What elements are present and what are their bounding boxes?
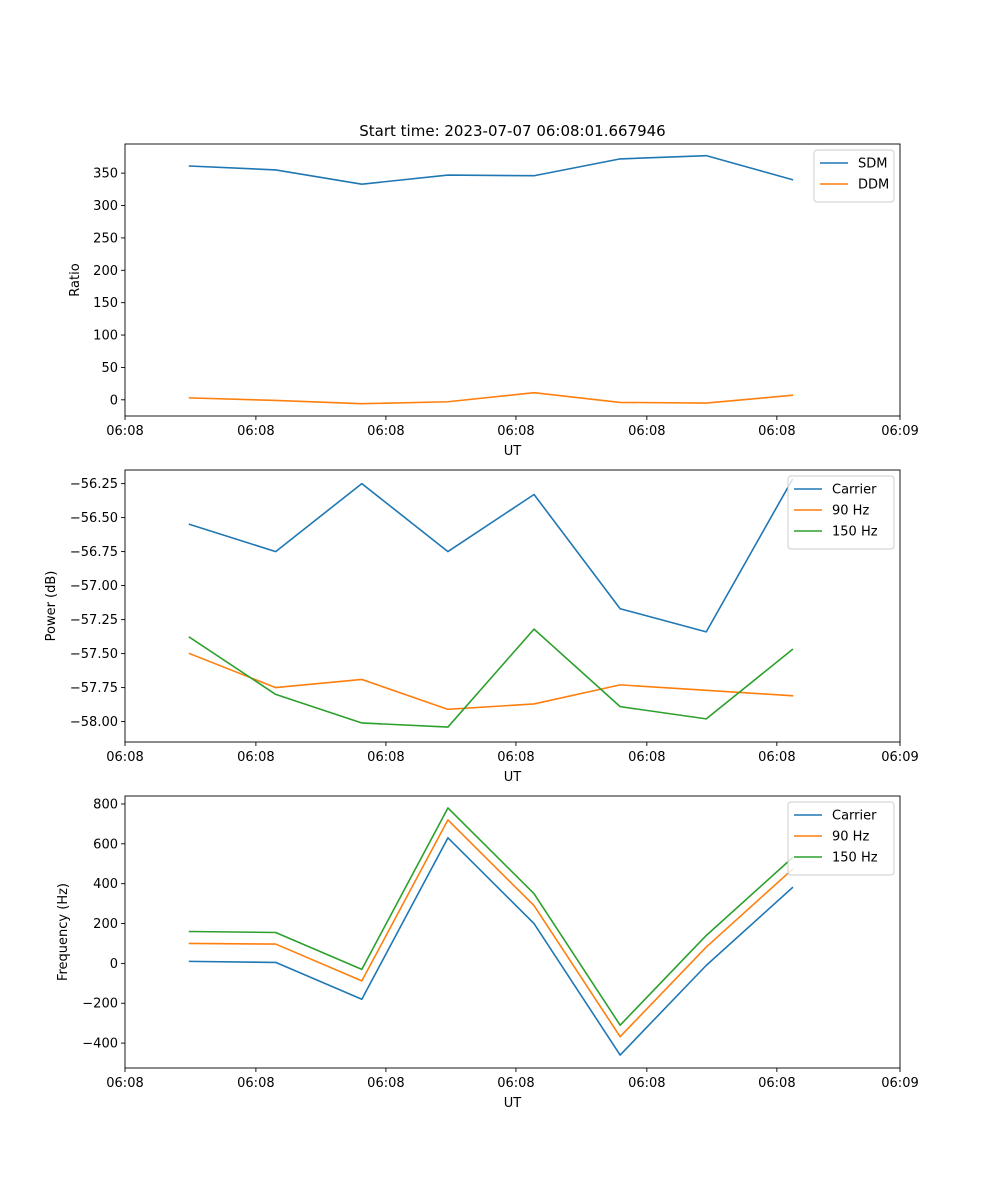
x-tick-label: 06:08 bbox=[758, 1076, 795, 1091]
y-tick-label: −56.50 bbox=[70, 511, 118, 526]
legend-label: 150 Hz bbox=[832, 525, 878, 540]
y-tick-label: 800 bbox=[93, 797, 118, 812]
x-tick-label: 06:09 bbox=[881, 750, 918, 765]
x-tick-label: 06:08 bbox=[758, 750, 795, 765]
series-line-ddm bbox=[188, 391, 794, 405]
series-line-sdm bbox=[188, 154, 794, 185]
x-tick-label: 06:08 bbox=[497, 1076, 534, 1091]
x-tick-label: 06:08 bbox=[367, 750, 404, 765]
x-tick-label: 06:08 bbox=[237, 1076, 274, 1091]
series-line-150-hz bbox=[188, 807, 794, 1026]
series-line-90-hz bbox=[188, 819, 794, 1038]
y-tick-label: −56.25 bbox=[70, 477, 118, 492]
x-tick-label: 06:08 bbox=[497, 750, 534, 765]
x-axis-label: UT bbox=[504, 1096, 522, 1111]
y-tick-label: 600 bbox=[93, 837, 118, 852]
y-axis-label: Ratio bbox=[68, 263, 83, 296]
x-tick-label: 06:09 bbox=[881, 1076, 918, 1091]
legend-label: 150 Hz bbox=[832, 851, 878, 866]
y-tick-label: −58.00 bbox=[70, 715, 118, 730]
y-tick-label: −400 bbox=[82, 1037, 118, 1052]
legend: Carrier 90 Hz 150 Hz bbox=[787, 801, 895, 876]
chart-power: 06:08 06:08 06:08 06:08 06:08 06:08 06:09 −58.0… bbox=[44, 469, 919, 785]
chart-title: Start time: 2023-07-07 06:08:01.667946 bbox=[359, 122, 665, 140]
x-tick-label: 06:08 bbox=[106, 1076, 143, 1091]
x-tick-label: 06:08 bbox=[628, 1076, 665, 1091]
y-tick-label: 300 bbox=[93, 199, 118, 214]
legend-label: 90 Hz bbox=[832, 504, 869, 519]
plot-frame bbox=[124, 143, 901, 417]
x-axis-label: UT bbox=[504, 770, 522, 785]
legend-label: Carrier bbox=[832, 483, 877, 498]
y-axis-label: Power (dB) bbox=[44, 571, 59, 642]
legend: Carrier 90 Hz 150 Hz bbox=[787, 475, 895, 550]
y-tick-label: 200 bbox=[93, 264, 118, 279]
y-tick-label: 150 bbox=[93, 296, 118, 311]
x-axis-label: UT bbox=[504, 444, 522, 459]
y-tick-label: −57.50 bbox=[70, 647, 118, 662]
y-tick-label: 250 bbox=[93, 231, 118, 246]
legend-label: SDM bbox=[858, 157, 887, 172]
chart-frequency: 06:08 06:08 06:08 06:08 06:08 06:08 06:09 −400 −… bbox=[56, 795, 919, 1111]
y-tick-label: 0 bbox=[110, 393, 118, 408]
series-line-carrier bbox=[188, 478, 794, 633]
legend-label: DDM bbox=[858, 178, 889, 193]
legend: SDM DDM bbox=[813, 149, 895, 203]
x-tick-label: 06:08 bbox=[367, 424, 404, 439]
y-tick-label: 0 bbox=[110, 957, 118, 972]
y-tick-label: 100 bbox=[93, 329, 118, 344]
x-tick-label: 06:08 bbox=[367, 1076, 404, 1091]
plot-frame bbox=[124, 795, 901, 1069]
y-tick-label: 350 bbox=[93, 167, 118, 182]
y-tick-label: 50 bbox=[101, 361, 118, 376]
y-tick-label: 200 bbox=[93, 917, 118, 932]
series-line-carrier bbox=[188, 837, 794, 1056]
y-tick-label: 400 bbox=[93, 877, 118, 892]
x-tick-label: 06:08 bbox=[106, 750, 143, 765]
x-tick-label: 06:08 bbox=[758, 424, 795, 439]
x-tick-label: 06:09 bbox=[881, 424, 918, 439]
x-tick-label: 06:08 bbox=[628, 750, 665, 765]
y-tick-label: −56.75 bbox=[70, 545, 118, 560]
y-tick-label: −57.25 bbox=[70, 613, 118, 628]
legend-label: Carrier bbox=[832, 809, 877, 824]
x-tick-label: 06:08 bbox=[237, 424, 274, 439]
x-tick-label: 06:08 bbox=[237, 750, 274, 765]
chart-ratio: Start time: 2023-07-07 06:08:01.667946 06… bbox=[68, 122, 919, 459]
series-line-150-hz bbox=[188, 628, 794, 728]
legend-label: 90 Hz bbox=[832, 830, 869, 845]
y-tick-label: −57.75 bbox=[70, 681, 118, 696]
plot-frame bbox=[124, 469, 901, 743]
y-axis-label: Frequency (Hz) bbox=[56, 883, 71, 981]
x-tick-label: 06:08 bbox=[497, 424, 534, 439]
series-line-90-hz bbox=[188, 652, 794, 711]
y-tick-label: −200 bbox=[82, 997, 118, 1012]
x-tick-label: 06:08 bbox=[106, 424, 143, 439]
x-tick-label: 06:08 bbox=[628, 424, 665, 439]
y-tick-label: −57.00 bbox=[70, 579, 118, 594]
